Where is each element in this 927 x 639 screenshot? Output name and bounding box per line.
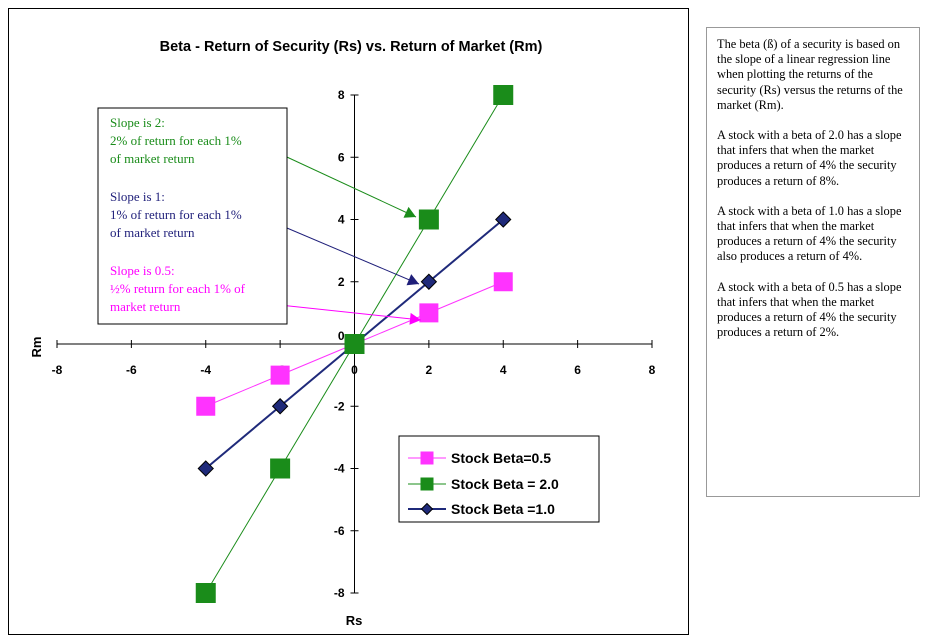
series-markers-2 [195, 85, 514, 603]
data-point [271, 398, 289, 415]
x-tick-label: -8 [52, 363, 63, 377]
y-tick-label: 6 [338, 150, 345, 164]
chart-frame: Beta - Return of Security (Rs) vs. Retur… [8, 8, 689, 635]
y-tick-label: 2 [338, 275, 345, 289]
arrow-head [403, 206, 416, 218]
x-tick-label: -6 [126, 363, 137, 377]
legend-entry-1: Stock Beta=0.5 [408, 450, 551, 466]
series-layer [195, 85, 514, 603]
y-tick-label: -6 [334, 524, 345, 538]
y-tick-label: 0 [338, 329, 345, 343]
annotation-text: Slope is 2: [110, 115, 165, 130]
legend: Stock Beta=0.5 Stock Beta = 2.0 Stock Beta… [398, 435, 600, 523]
arrow-head [406, 274, 419, 286]
arrow-slope-05 [260, 302, 422, 325]
data-point [270, 458, 291, 479]
note-paragraph: A stock with a beta of 0.5 has a slope t… [717, 279, 902, 340]
x-tick-label: 4 [500, 363, 507, 377]
data-point [197, 460, 214, 477]
legend-label: Stock Beta=0.5 [451, 450, 551, 466]
legend-marker [420, 451, 434, 465]
legend-marker [420, 477, 434, 491]
data-point [493, 85, 514, 105]
data-point [419, 303, 439, 323]
annotation-text: of market return [110, 225, 195, 240]
x-tick-label: 2 [426, 363, 433, 377]
note-paragraph: The beta (ß) of a security is based on t… [717, 37, 903, 112]
legend-label: Stock Beta =1.0 [451, 501, 555, 517]
annotation-box: Slope is 2: 2% of return for each 1% of ma… [97, 107, 288, 325]
annotation-text: Slope is 0.5: [110, 263, 175, 278]
note-paragraph: A stock with a beta of 1.0 has a slope t… [717, 203, 902, 264]
data-point [418, 209, 439, 230]
data-point [195, 583, 216, 603]
data-point [344, 334, 365, 354]
legend-marker [420, 502, 434, 516]
annotation-text: market return [110, 299, 181, 314]
legend-entry-2: Stock Beta = 2.0 [408, 476, 559, 492]
x-tick-label: 8 [649, 363, 656, 377]
y-tick-label: -8 [334, 586, 345, 600]
note-paragraph: A stock with a beta of 2.0 has a slope t… [717, 128, 902, 188]
y-tick-label: 8 [338, 88, 345, 102]
x-axis-label: Rs [346, 613, 363, 628]
explanation-note: The beta (ß) of a security is based on t… [706, 27, 920, 497]
y-tick-label: -4 [334, 462, 345, 476]
data-point [270, 365, 290, 385]
x-tick-label: 0 [351, 363, 358, 377]
legend-entry-3: Stock Beta =1.0 [408, 501, 555, 517]
annotation-frame [97, 107, 288, 325]
beta-chart: Beta - Return of Security (Rs) vs. Retur… [29, 39, 656, 628]
x-tick-label: -4 [200, 363, 211, 377]
arrow-head [409, 312, 421, 325]
y-tick-label: -2 [334, 399, 345, 413]
chart-title: Beta - Return of Security (Rs) vs. Retur… [160, 39, 543, 55]
data-point [420, 273, 438, 290]
arrow-line [260, 302, 422, 321]
annotation-text: 2% of return for each 1% [110, 133, 242, 148]
data-point [196, 396, 216, 416]
legend-label: Stock Beta = 2.0 [451, 476, 559, 492]
data-point [495, 211, 512, 228]
y-tick-label: 4 [338, 213, 345, 227]
annotation-text: of market return [110, 151, 195, 166]
x-tick-label: 6 [574, 363, 581, 377]
annotation-text: 1% of return for each 1% [110, 207, 242, 222]
annotation-text: Slope is 1: [110, 189, 165, 204]
data-point [493, 272, 513, 292]
annotation-text: ½% return for each 1% of [110, 281, 246, 296]
y-axis-label: Rm [29, 337, 44, 358]
